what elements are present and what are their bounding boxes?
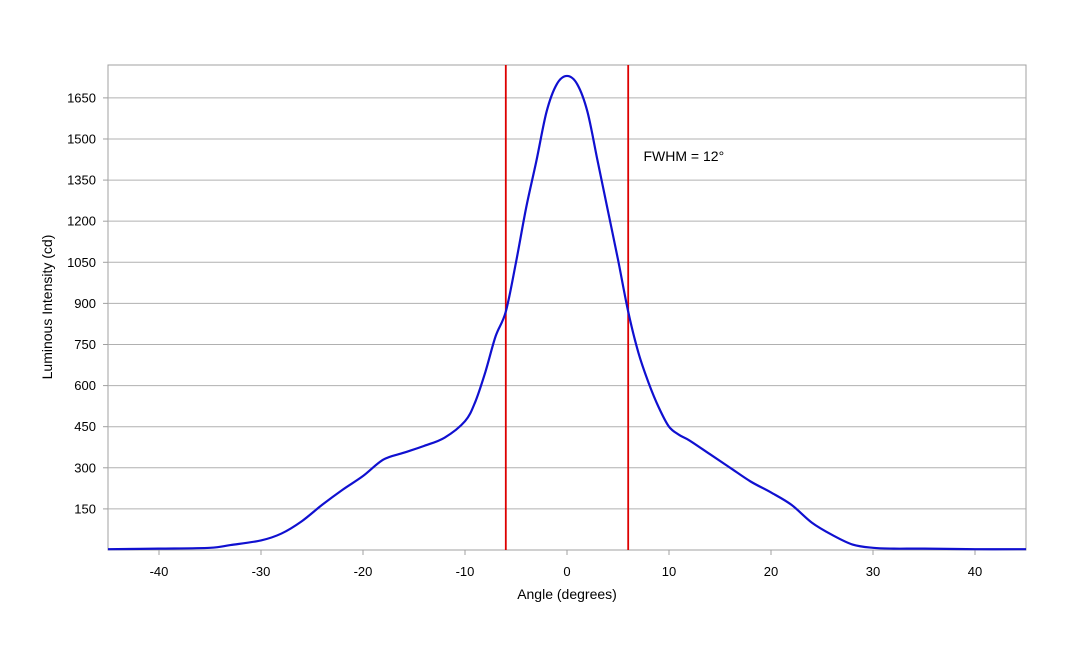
y-tick-label: 900 (74, 296, 96, 311)
y-tick-label: 150 (74, 501, 96, 516)
x-axis: -40 -30 -20 -10 0 10 20 30 40 (150, 550, 982, 579)
y-axis: 150 300 450 600 750 900 1050 1200 1350 1500 1650 (67, 90, 108, 516)
x-tick-label: -20 (354, 564, 373, 579)
fwhm-annotation: FWHM = 12° (644, 148, 725, 164)
y-tick-label: 1500 (67, 131, 96, 146)
x-tick-label: 10 (662, 564, 676, 579)
grid-lines (108, 97, 1026, 510)
x-axis-title: Angle (degrees) (517, 586, 617, 602)
plot-area (107, 64, 1027, 551)
y-tick-label: 600 (74, 378, 96, 393)
x-tick-label: 20 (764, 564, 778, 579)
x-tick-label: 30 (866, 564, 880, 579)
y-tick-label: 1650 (67, 90, 96, 105)
y-axis-title: Luminous Intensity (cd) (39, 235, 55, 380)
x-tick-label: -40 (150, 564, 169, 579)
x-tick-label: 0 (563, 564, 570, 579)
x-tick-label: -30 (252, 564, 271, 579)
intensity-curve (107, 74, 1027, 551)
x-tick-label: -10 (456, 564, 475, 579)
y-tick-label: 300 (74, 460, 96, 475)
y-tick-label: 450 (74, 419, 96, 434)
y-tick-label: 1200 (67, 214, 96, 229)
y-tick-label: 1350 (67, 173, 96, 188)
y-tick-label: 1050 (67, 255, 96, 270)
y-tick-label: 750 (74, 337, 96, 352)
x-tick-label: 40 (968, 564, 982, 579)
